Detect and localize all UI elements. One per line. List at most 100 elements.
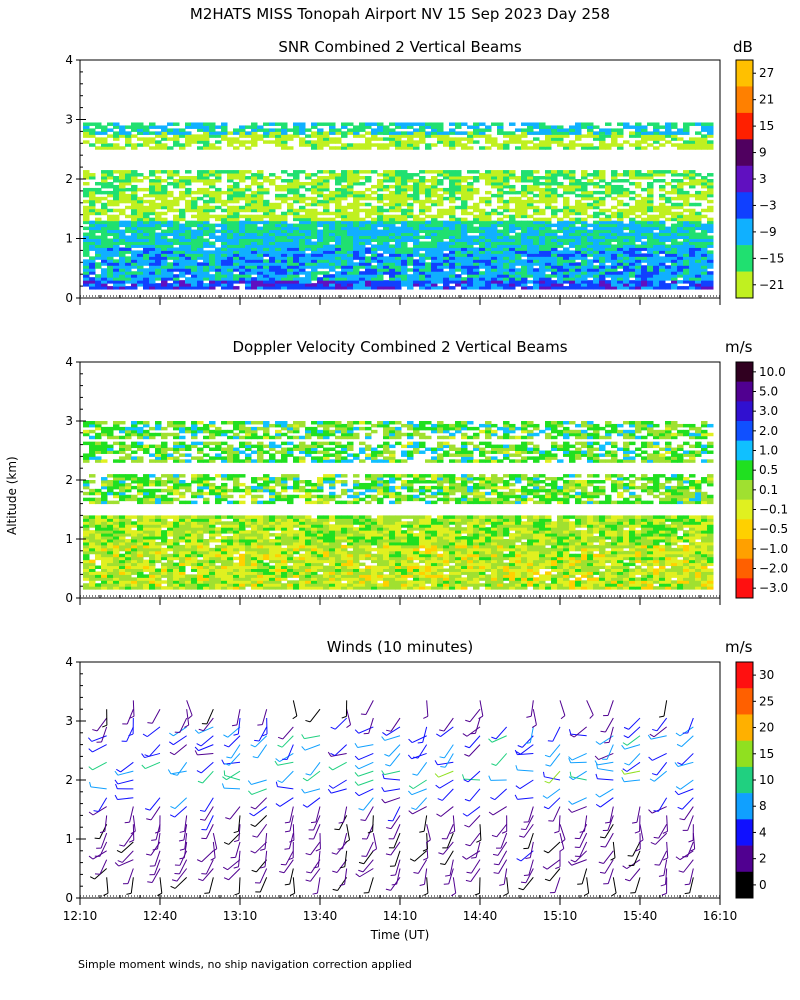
heatmap-cell — [653, 214, 660, 219]
heatmap-cell — [413, 265, 420, 269]
heatmap-cell — [335, 214, 342, 219]
heatmap-cell — [665, 568, 672, 572]
heatmap-cell — [149, 565, 156, 569]
heatmap-cell — [533, 286, 540, 290]
heatmap-cell — [155, 205, 162, 210]
heatmap-cell — [311, 232, 318, 237]
heatmap-cell — [377, 286, 384, 290]
heatmap-cell — [635, 586, 642, 590]
heatmap-cell — [413, 226, 420, 231]
heatmap-cell — [695, 122, 702, 126]
heatmap-cell — [125, 280, 132, 284]
heatmap-cell — [461, 223, 468, 228]
heatmap-cell — [545, 277, 552, 281]
heatmap-cell — [647, 187, 654, 192]
heatmap-cell — [167, 176, 174, 180]
heatmap-cell — [611, 253, 618, 257]
heatmap-cell — [341, 286, 348, 290]
heatmap-cell — [449, 280, 456, 284]
heatmap-cell — [185, 223, 192, 228]
heatmap-cell — [527, 173, 534, 177]
heatmap-cell — [335, 586, 342, 590]
heatmap-cell — [437, 268, 444, 272]
heatmap-cell — [485, 226, 492, 231]
heatmap-cell — [461, 568, 468, 572]
heatmap-cell — [677, 586, 684, 590]
heatmap-cell — [533, 259, 540, 263]
heatmap-cell — [629, 143, 636, 147]
heatmap-cell — [101, 247, 108, 251]
heatmap-cell — [473, 131, 480, 135]
heatmap-cell — [443, 170, 450, 174]
heatmap-cell — [137, 568, 144, 572]
heatmap-cell — [473, 271, 480, 275]
heatmap-cell — [575, 179, 582, 183]
heatmap-cell — [221, 190, 228, 195]
heatmap-cell — [449, 193, 456, 198]
heatmap-cell — [389, 274, 396, 278]
heatmap-cell — [497, 256, 504, 260]
heatmap-cell — [155, 176, 162, 180]
heatmap-cell — [323, 583, 330, 587]
heatmap-cell — [413, 268, 420, 272]
heatmap-cell — [605, 247, 612, 251]
heatmap-cell — [269, 277, 276, 281]
heatmap-cell — [527, 244, 534, 248]
heatmap-cell — [587, 568, 594, 572]
heatmap-cell — [425, 286, 432, 290]
heatmap-cell — [107, 259, 114, 263]
heatmap-cell — [263, 571, 270, 575]
heatmap-cell — [329, 253, 336, 257]
heatmap-cell — [179, 214, 186, 219]
heatmap-cell — [179, 196, 186, 201]
heatmap-cell — [377, 181, 384, 186]
heatmap-cell — [371, 565, 378, 569]
heatmap-cell — [251, 226, 258, 231]
heatmap-cell — [599, 170, 606, 174]
heatmap-cell — [119, 238, 126, 242]
heatmap-cell — [347, 286, 354, 290]
heatmap-cell — [179, 253, 186, 257]
heatmap-cell — [257, 125, 264, 129]
heatmap-cell — [539, 208, 546, 213]
heatmap-cell — [191, 235, 198, 239]
heatmap-cell — [629, 134, 636, 138]
heatmap-cell — [461, 271, 468, 275]
heatmap-cell — [347, 184, 354, 189]
heatmap-cell — [137, 208, 144, 213]
heatmap-cell — [527, 271, 534, 275]
heatmap-cell — [335, 226, 342, 231]
heatmap-cell — [167, 271, 174, 275]
heatmap-cell — [401, 265, 408, 269]
heatmap-cell — [155, 181, 162, 186]
heatmap-cell — [533, 211, 540, 216]
heatmap-cell — [155, 244, 162, 248]
heatmap-cell — [521, 184, 528, 189]
heatmap-cell — [335, 223, 342, 228]
heatmap-cell — [89, 265, 96, 269]
heatmap-cell — [563, 250, 570, 254]
heatmap-cell — [161, 223, 168, 228]
heatmap-cell — [401, 196, 408, 201]
heatmap-cell — [419, 184, 426, 189]
heatmap-cell — [563, 190, 570, 195]
heatmap-cell — [629, 265, 636, 269]
heatmap-cell — [173, 283, 180, 287]
heatmap-cell — [485, 568, 492, 572]
heatmap-cell — [581, 262, 588, 266]
heatmap-cell — [641, 223, 648, 228]
heatmap-cell — [419, 247, 426, 251]
heatmap-cell — [203, 125, 210, 129]
heatmap-cell — [563, 235, 570, 239]
heatmap-cell — [149, 253, 156, 257]
heatmap-cell — [575, 131, 582, 135]
heatmap-cell — [377, 220, 384, 225]
heatmap-cell — [347, 128, 354, 132]
heatmap-cell — [707, 274, 714, 278]
heatmap-cell — [215, 193, 222, 198]
heatmap-cell — [383, 217, 390, 222]
heatmap-cell — [575, 571, 582, 575]
heatmap-cell — [485, 286, 492, 290]
heatmap-cell — [377, 199, 384, 204]
heatmap-cell — [593, 134, 600, 138]
